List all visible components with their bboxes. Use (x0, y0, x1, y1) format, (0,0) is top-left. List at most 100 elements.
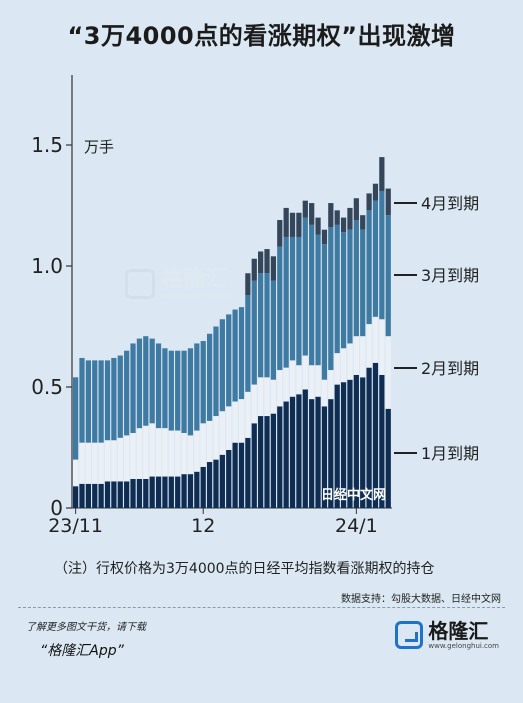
bar-jan (73, 486, 79, 508)
bar-mar (347, 229, 353, 344)
bar-mar (385, 215, 391, 337)
bar-jan (360, 377, 366, 508)
bar-feb (385, 336, 391, 409)
bar-mar (251, 280, 257, 385)
bar-jan (321, 406, 328, 508)
bar-jan (187, 474, 194, 508)
bar-mar (340, 232, 347, 349)
bar-jan (347, 379, 353, 508)
bar-feb (194, 430, 200, 472)
bar-mar (245, 295, 251, 392)
bar-jan (372, 362, 379, 508)
label-feb: 2月到期 (421, 359, 479, 378)
bar-jan (143, 478, 149, 508)
bar-mar (334, 224, 340, 354)
bar-apr (258, 251, 264, 274)
bar-apr (360, 215, 366, 230)
bar-mar (79, 357, 85, 443)
bar-jan (149, 476, 155, 508)
bar-feb (98, 442, 104, 484)
bar-feb (168, 430, 174, 477)
bar-feb (270, 379, 277, 414)
bar-apr (385, 188, 391, 216)
bar-mar (194, 343, 200, 431)
bar-feb (155, 428, 162, 477)
bar-jan (124, 481, 130, 508)
bar-feb (111, 440, 117, 482)
bar-mar (206, 333, 213, 421)
bar-mar (155, 343, 162, 429)
bar-feb (219, 411, 225, 455)
bar-mar (187, 348, 194, 436)
bar-feb (117, 437, 123, 482)
bar-feb (360, 336, 366, 378)
bar-mar (232, 309, 238, 402)
bar-mar (226, 314, 232, 407)
bar-jan (130, 478, 136, 508)
bar-feb (238, 399, 245, 443)
bar-jan (302, 389, 308, 508)
bar-apr (340, 217, 347, 233)
bar-jan (98, 483, 104, 508)
bar-jan (232, 442, 238, 508)
bar-feb (283, 367, 289, 402)
bar-apr (353, 198, 359, 221)
bar-feb (315, 365, 321, 397)
bar-jan (175, 476, 181, 508)
bar-jan (245, 437, 251, 508)
bar-mar (111, 357, 117, 441)
bar-mar (104, 360, 111, 441)
label-mar: 3月到期 (421, 266, 479, 285)
bar-apr (321, 229, 328, 245)
bar-apr (379, 157, 385, 191)
bar-jan (162, 476, 168, 508)
bar-feb (213, 416, 219, 460)
bar-jan (104, 481, 111, 508)
bar-apr (283, 207, 289, 237)
chart-title: “3万4000点的看涨期权”出现激增 (67, 22, 456, 50)
bar-mar (372, 200, 379, 317)
bar-jan (296, 394, 302, 508)
y-unit-label: 万手 (84, 138, 114, 156)
bar-feb (181, 432, 187, 475)
bar-feb (289, 360, 296, 397)
footer-download-hint: 了解更多图文干货，请下载 (26, 622, 146, 633)
brand-logo: 格隆汇 www.gelonghui.com (395, 620, 499, 650)
bar-mar (289, 236, 296, 361)
bar-feb (206, 420, 213, 463)
y-tick-label: 0 (50, 496, 63, 520)
bar-jan (264, 416, 270, 508)
watermark-url: www.gelonghui.com (161, 292, 232, 300)
bar-mar (200, 341, 206, 424)
bar-mar (321, 244, 328, 380)
bar-jan (219, 454, 225, 508)
bar-jan (79, 483, 85, 508)
bar-feb (328, 370, 334, 400)
bar-jan (379, 374, 385, 508)
bar-feb (232, 401, 238, 443)
bar-apr (328, 203, 334, 228)
bar-feb (296, 365, 302, 395)
bar-jan (85, 483, 91, 508)
bar-apr (245, 273, 251, 296)
bar-feb (264, 377, 270, 417)
bar-jan (226, 449, 232, 508)
bar-mar (143, 336, 149, 426)
bar-feb (226, 406, 232, 450)
bar-jan (200, 466, 206, 508)
watermark-logo: 格隆汇 www.gelonghui.com (125, 268, 232, 300)
bar-mar (130, 343, 136, 433)
bar-feb (124, 435, 130, 482)
bar-feb (73, 459, 79, 487)
bar-jan (328, 399, 334, 508)
bar-apr (309, 203, 315, 225)
bar-jan (136, 478, 143, 508)
bar-mar (213, 326, 219, 417)
bar-jan (283, 401, 289, 508)
bar-mar (238, 307, 245, 400)
bar-mar (277, 246, 283, 371)
bar-apr (372, 183, 379, 201)
bar-mar (149, 338, 155, 424)
bar-feb (187, 435, 194, 475)
bar-feb (175, 430, 181, 477)
